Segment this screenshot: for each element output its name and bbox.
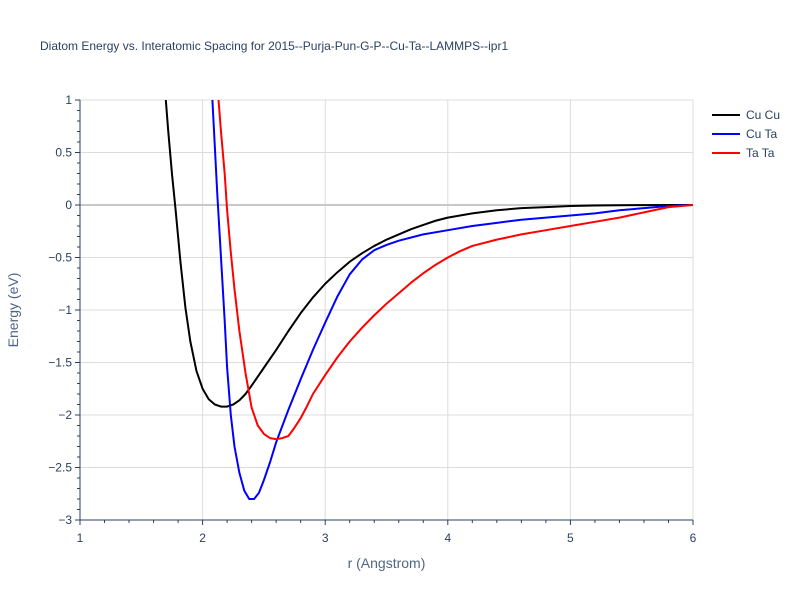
y-tick-label: 0 <box>65 198 72 212</box>
x-tick-label: 1 <box>77 531 84 545</box>
x-tick-label: 2 <box>199 531 206 545</box>
series-line-cu-cu <box>164 100 693 408</box>
legend: Cu Cu Cu Ta Ta Ta <box>712 108 780 160</box>
x-tick-label: 4 <box>444 531 451 545</box>
series-line-ta-ta <box>217 100 693 441</box>
x-tick-label: 6 <box>690 531 697 545</box>
chart-title: Diatom Energy vs. Interatomic Spacing fo… <box>40 39 508 53</box>
y-tick-label: 0.5 <box>55 146 72 160</box>
series-line-cu-ta <box>211 100 693 500</box>
y-tick-label: −2.5 <box>48 461 72 475</box>
x-axis-label: r (Angstrom) <box>348 555 426 571</box>
legend-label: Cu Ta <box>746 127 777 141</box>
legend-label: Cu Cu <box>746 108 780 122</box>
y-tick-label: −1 <box>58 303 72 317</box>
axes: 1 2 3 4 5 6 1 0.5 0 −0.5 −1 −1.5 −2 −2.5 −3 <box>48 93 696 545</box>
y-tick-label: 1 <box>65 93 72 107</box>
y-axis-label: Energy (eV) <box>5 273 21 348</box>
grid <box>80 99 694 520</box>
plot-area <box>164 100 693 500</box>
y-tick-label: −1.5 <box>48 356 72 370</box>
y-tick-label: −3 <box>58 513 72 527</box>
y-tick-label: −2 <box>58 408 72 422</box>
x-tick-label: 5 <box>567 531 574 545</box>
x-tick-label: 3 <box>322 531 329 545</box>
y-tick-label: −0.5 <box>48 251 72 265</box>
legend-label: Ta Ta <box>746 146 775 160</box>
